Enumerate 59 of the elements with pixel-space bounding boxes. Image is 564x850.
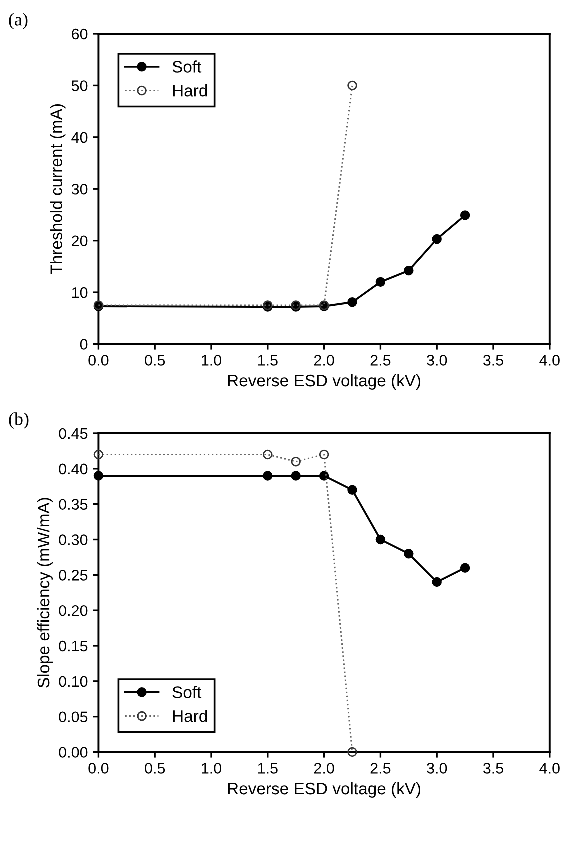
y-tick-label: 10 [72, 287, 88, 298]
x-tick-label: 3.5 [483, 763, 504, 774]
point [404, 266, 414, 276]
chart-title: (b) [9, 412, 29, 430]
point [460, 210, 470, 220]
legend-label: Hard [173, 84, 208, 97]
point [348, 298, 358, 308]
point [376, 534, 386, 545]
x-axis-title: Reverse ESD voltage (kV) [228, 782, 421, 798]
x-tick-label: 3.0 [427, 763, 448, 774]
legend-label: Hard [173, 710, 208, 722]
y-tick-label: 50 [72, 80, 88, 92]
point [376, 277, 386, 288]
x-tick-label: 4.0 [540, 355, 560, 366]
y-tick-label: 0.15 [59, 640, 88, 652]
point [460, 563, 470, 573]
y-tick-label: 0.25 [59, 570, 88, 581]
y-tick-label: 20 [72, 236, 88, 247]
x-tick-label: 0.0 [88, 763, 109, 774]
y-tick-label: 60 [72, 28, 88, 40]
y-axis-title: Slope efficiency (mW/mA) [37, 498, 53, 688]
x-tick-label: 0.5 [145, 763, 166, 774]
y-axis-title: Threshold current (mA) [50, 104, 66, 274]
x-tick-label: 2.5 [370, 355, 391, 366]
point [348, 485, 358, 496]
x-tick-label: 1.5 [258, 763, 278, 774]
x-tick-label: 0.0 [88, 355, 109, 366]
y-tick-label: 40 [72, 132, 88, 144]
point [291, 471, 301, 481]
legend-label: Soft [172, 60, 202, 73]
x-tick-label: 1.5 [258, 355, 278, 366]
x-tick-label: 1.0 [202, 763, 222, 774]
y-tick-label: 0.45 [59, 428, 88, 440]
y-tick-label: 0.40 [59, 464, 88, 475]
point [263, 471, 273, 481]
y-tick-label: 0.05 [59, 712, 88, 723]
x-tick-label: 1.0 [202, 355, 222, 366]
point [94, 471, 104, 481]
y-tick-label: 0.20 [59, 605, 88, 616]
legend-label: Soft [172, 686, 202, 698]
point [404, 549, 414, 559]
y-tick-label: 0.00 [59, 747, 88, 758]
y-tick-label: 30 [72, 184, 88, 195]
point [432, 577, 442, 588]
x-tick-label: 2.0 [314, 763, 334, 774]
y-tick-label: 0 [80, 339, 88, 350]
point [432, 234, 442, 244]
y-tick-label: 0.35 [59, 499, 88, 510]
x-tick-label: 4.0 [540, 763, 560, 774]
chart-title: (a) [9, 13, 28, 30]
y-tick-label: 0.10 [59, 676, 88, 688]
x-tick-label: 2.5 [370, 763, 391, 774]
y-tick-label: 0.30 [59, 534, 88, 546]
point [319, 471, 330, 481]
x-axis-title: Reverse ESD voltage (kV) [228, 374, 421, 390]
x-tick-label: 3.5 [483, 355, 504, 366]
x-tick-label: 0.5 [145, 355, 166, 366]
x-tick-label: 2.0 [314, 355, 334, 366]
x-tick-label: 3.0 [427, 355, 448, 366]
